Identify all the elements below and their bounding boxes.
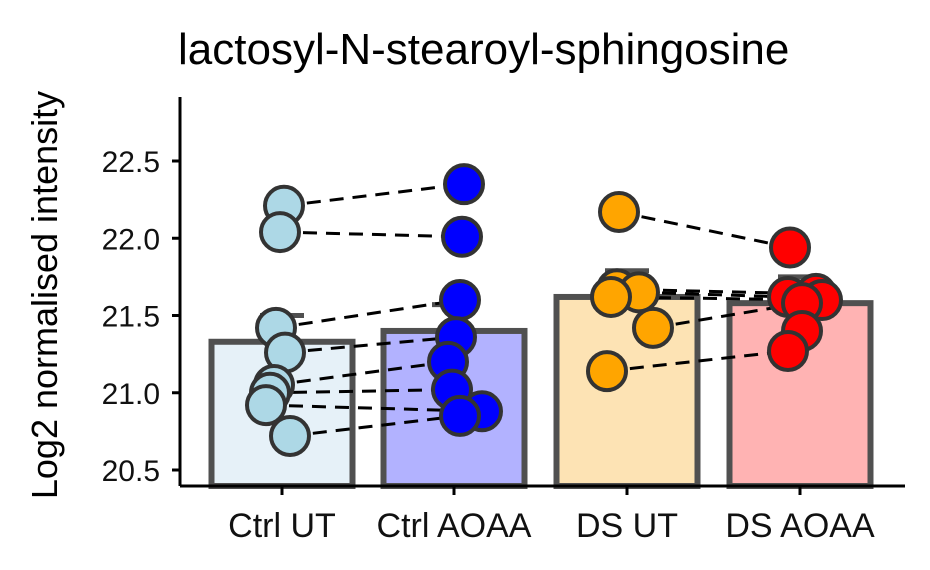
x-tick-label-2: DS UT [576,507,678,545]
chart-title: lactosyl-N-stearoyl-sphingosine [178,25,789,74]
point-2-5 [586,350,628,393]
point-2-4 [632,306,674,349]
y-axis-label: Log2 normalised intensity [24,91,65,499]
y-tick-label-3: 22.0 [102,223,160,256]
point-0-1 [259,211,301,254]
x-tick-label-1: Ctrl AOAA [377,507,532,545]
points-layer [245,163,843,458]
point-1-7 [439,394,481,437]
point-0-7 [269,415,311,458]
paired-line-8 [618,210,791,249]
paired-line-6 [265,403,483,413]
point-2-0 [598,190,640,233]
x-ticks-layer: Ctrl UT Ctrl AOAA DS UT DS AOAA [228,486,875,545]
point-1-1 [441,215,483,258]
paired-line-13 [606,349,789,373]
bars-layer [208,293,874,490]
point-3-6 [767,330,809,373]
paired-line-3 [284,335,457,355]
x-tick-label-0: Ctrl UT [228,507,336,545]
y-ticks-layer: 20.5 21.0 21.5 22.0 22.5 [102,146,180,488]
y-tick-label-4: 22.5 [102,146,160,179]
point-0-6 [245,384,287,427]
point-3-0 [769,226,811,269]
paired-line-4 [273,360,449,387]
point-1-2 [439,279,481,322]
paired-line-0 [283,182,465,208]
paired-line-10 [638,290,789,299]
bar-3 [726,300,874,490]
point-2-3 [590,275,632,318]
paired-line-7 [289,414,461,438]
y-tick-label-2: 21.5 [102,301,160,334]
paired-line-1 [279,230,463,239]
point-1-0 [443,163,485,206]
y-tick-label-1: 21.0 [102,378,160,411]
paired-line-5 [269,388,453,395]
y-tick-label-0: 20.5 [102,455,160,488]
x-tick-label-3: DS AOAA [725,507,875,545]
paired-line-2 [275,298,461,330]
